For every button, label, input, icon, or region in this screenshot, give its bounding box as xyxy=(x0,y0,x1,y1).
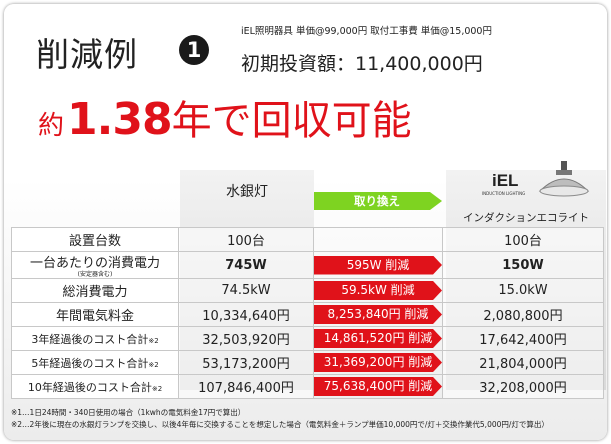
footnotes: ※1…1日24時間・340日使用の場合（1kwhの電気料金17円で算出） ※2…… xyxy=(11,407,549,431)
saving-cell: 75,638,400円 削減 xyxy=(313,374,443,399)
iel-value: 2,080,800円 xyxy=(442,302,604,327)
iel-logo: iEL xyxy=(492,171,519,190)
iel-value: 15.0kW xyxy=(442,278,604,303)
saving-cell: 595W 削減 xyxy=(313,251,443,279)
iel-value: 32,208,000円 xyxy=(442,374,604,399)
row-label: 5年経過後のコスト合計※2 xyxy=(11,350,179,375)
table-row: 一台あたりの消費電力 (安定器含む) 745W 595W 削減 150W xyxy=(11,251,604,279)
swap-label: 取り換え xyxy=(354,194,400,208)
price-line: iEL照明器具 単価@99,000円 取付工事費 単価@15,000円 xyxy=(241,26,492,37)
mercury-lamp-header: 水銀灯 xyxy=(226,184,268,200)
saving-arrow: 14,861,520円 削減 xyxy=(314,329,442,348)
saving-arrow: 595W 削減 xyxy=(314,255,442,275)
saving-arrow: 8,253,840円 削減 xyxy=(314,305,442,324)
iel-product-header: インダクションエコライト xyxy=(463,212,589,224)
saving-arrow: 59.5kW 削減 xyxy=(314,281,442,300)
row-note: ※2 xyxy=(148,336,159,345)
row-label: 年間電気料金 xyxy=(11,302,179,327)
saving-cell: 59.5kW 削減 xyxy=(313,278,443,303)
iel-logo-tagline: INDUCTION LIGHTING xyxy=(482,191,526,196)
mercury-value: 74.5kW xyxy=(178,278,314,303)
mercury-value: 107,846,400円 xyxy=(178,374,314,399)
swap-arrow-icon xyxy=(314,192,442,210)
iel-value: 17,642,400円 xyxy=(442,326,604,351)
mercury-value: 32,503,920円 xyxy=(178,326,314,351)
saving-cell: 8,253,840円 削減 xyxy=(313,302,443,327)
page-title: 削減例 xyxy=(36,35,138,74)
row-label: 設置台数 xyxy=(11,227,179,252)
mercury-value: 745W xyxy=(178,251,314,279)
savings-panel: 削減例 1 iEL照明器具 単価@99,000円 取付工事費 単価@15,000… xyxy=(4,4,607,440)
iel-value: 100台 xyxy=(442,227,604,252)
table-row: 3年経過後のコスト合計※2 32,503,920円 14,861,520円 削減… xyxy=(11,326,604,351)
footnote-1: ※1…1日24時間・340日使用の場合（1kwhの電気料金17円で算出） xyxy=(11,408,246,417)
mercury-value: 100台 xyxy=(178,227,314,252)
payback-headline: 約1.38年で回収可能 xyxy=(38,88,412,146)
table-row: 年間電気料金 10,334,640円 8,253,840円 削減 2,080,8… xyxy=(11,302,604,327)
row-note: (安定器含む) xyxy=(77,271,113,278)
headline-number: 1.38 xyxy=(67,94,173,145)
row-label: 3年経過後のコスト合計※2 xyxy=(11,326,179,351)
table-row: 総消費電力 74.5kW 59.5kW 削減 15.0kW xyxy=(11,278,604,303)
table-row: 5年経過後のコスト合計※2 53,173,200円 31,369,200円 削減… xyxy=(11,350,604,375)
saving-cell: 31,369,200円 削減 xyxy=(313,350,443,375)
saving-cell xyxy=(313,227,443,252)
comparison-table: 設置台数 100台 100台 一台あたりの消費電力 (安定器含む) 745W 5… xyxy=(11,227,604,399)
table-row: 設置台数 100台 100台 xyxy=(11,227,604,252)
footnote-2: ※2…2年後に現在の水銀灯ランプを交換し、以後4年毎に交換することを想定した場合… xyxy=(11,420,549,429)
table-row: 10年経過後のコスト合計※2 107,846,400円 75,638,400円 … xyxy=(11,374,604,399)
investment-amount: 初期投資額：11,400,000円 xyxy=(241,53,483,75)
headline-prefix: 約 xyxy=(38,111,65,141)
iel-value: 150W xyxy=(442,251,604,279)
mercury-value: 53,173,200円 xyxy=(178,350,314,375)
mercury-value: 10,334,640円 xyxy=(178,302,314,327)
headline-suffix: 年で回収可能 xyxy=(171,98,412,144)
row-label: 一台あたりの消費電力 (安定器含む) xyxy=(11,251,179,279)
saving-arrow: 31,369,200円 削減 xyxy=(314,353,442,372)
row-note: ※2 xyxy=(151,384,163,393)
iel-value: 21,804,000円 xyxy=(442,350,604,375)
example-number-badge: 1 xyxy=(179,35,209,65)
lamp-fixture-icon xyxy=(538,161,590,197)
saving-cell: 14,861,520円 削減 xyxy=(313,326,443,351)
row-note: ※2 xyxy=(148,360,159,369)
row-label: 10年経過後のコスト合計※2 xyxy=(11,374,179,399)
row-label: 総消費電力 xyxy=(11,278,179,303)
saving-arrow: 75,638,400円 削減 xyxy=(314,377,442,396)
